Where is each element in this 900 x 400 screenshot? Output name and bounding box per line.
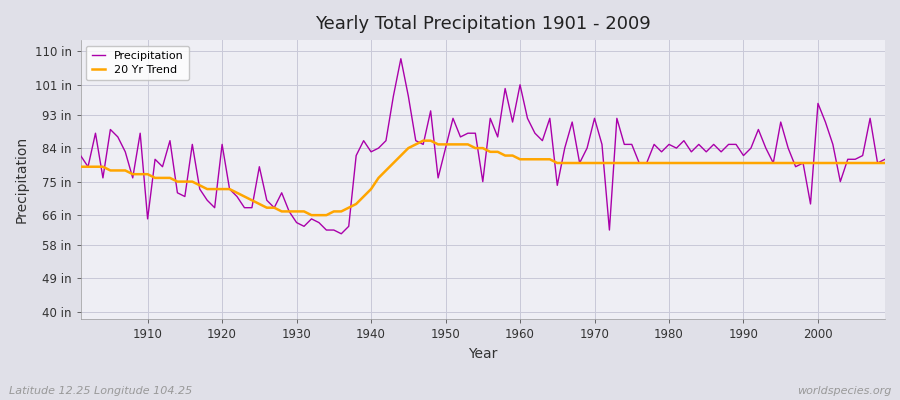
Precipitation (619, 142, 630, 147)
Precipitation (135, 131, 146, 136)
Title: Yearly Total Precipitation 1901 - 2009: Yearly Total Precipitation 1901 - 2009 (315, 15, 651, 33)
20 Yr Trend (418, 138, 428, 143)
Line: 20 Yr Trend: 20 Yr Trend (81, 141, 885, 215)
20 Yr Trend (879, 161, 890, 166)
20 Yr Trend (529, 157, 540, 162)
X-axis label: Year: Year (468, 347, 498, 361)
Precipitation (879, 157, 890, 162)
20 Yr Trend (619, 161, 630, 166)
Precipitation (76, 153, 86, 158)
20 Yr Trend (76, 164, 86, 169)
Precipitation (395, 56, 406, 61)
Text: Latitude 12.25 Longitude 104.25: Latitude 12.25 Longitude 104.25 (9, 386, 193, 396)
20 Yr Trend (306, 213, 317, 218)
Line: Precipitation: Precipitation (81, 59, 885, 234)
Y-axis label: Precipitation: Precipitation (15, 136, 29, 223)
Precipitation (351, 153, 362, 158)
Legend: Precipitation, 20 Yr Trend: Precipitation, 20 Yr Trend (86, 46, 189, 80)
Precipitation (522, 116, 533, 121)
Precipitation (336, 231, 346, 236)
20 Yr Trend (522, 157, 533, 162)
20 Yr Trend (299, 209, 310, 214)
Precipitation (299, 224, 310, 229)
20 Yr Trend (351, 202, 362, 206)
Text: worldspecies.org: worldspecies.org (796, 386, 891, 396)
20 Yr Trend (135, 172, 146, 176)
Precipitation (529, 131, 540, 136)
